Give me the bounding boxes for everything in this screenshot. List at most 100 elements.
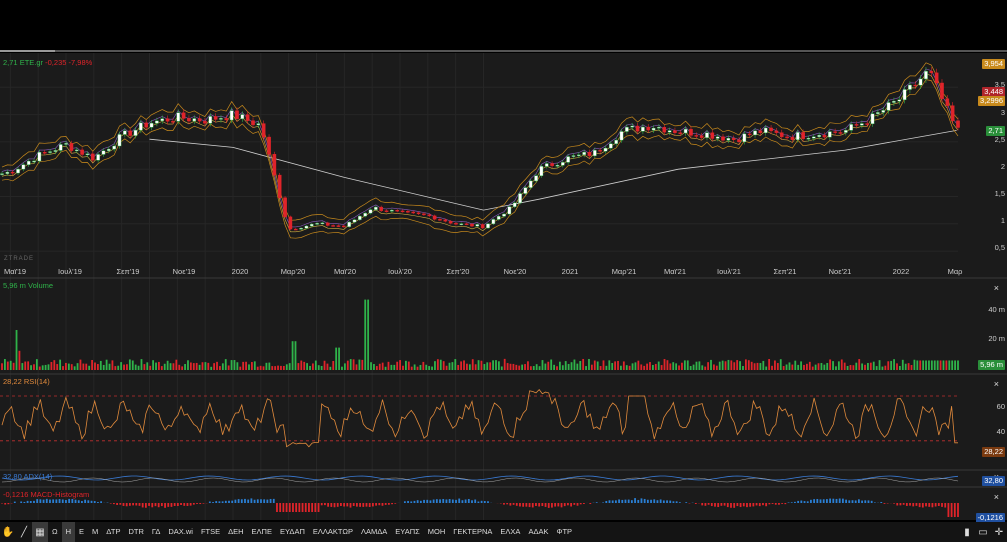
- volume-bar: [184, 364, 186, 370]
- macd-histogram-bar: [196, 503, 198, 504]
- volume-bar: [361, 359, 364, 370]
- volume-bar: [744, 359, 747, 370]
- x-tick-label: Νοε'20: [503, 267, 527, 276]
- macd-histogram-bar: [260, 499, 262, 503]
- toolbar-item[interactable]: ΕΛΠΕ: [251, 527, 272, 536]
- volume-bar: [428, 366, 431, 370]
- volume-bar: [611, 363, 614, 370]
- volume-bar: [483, 364, 486, 370]
- volume-bar: [88, 365, 91, 370]
- macd-histogram-bar: [726, 503, 729, 508]
- x-tick-label: Ιουλ'21: [717, 267, 741, 276]
- toolbar-item[interactable]: ΕΥΔΑΠ: [279, 527, 305, 536]
- toolbar-item[interactable]: ΛΑΜΔΑ: [360, 527, 388, 536]
- macd-histogram-bar: [752, 503, 755, 507]
- toolbar-item[interactable]: Ω: [52, 527, 58, 536]
- candle: [753, 130, 757, 136]
- bollinger-lower-band: [1, 79, 959, 239]
- volume-bar: [160, 366, 163, 370]
- volume-bar: [410, 366, 413, 370]
- toolbar-item[interactable]: ΕΥΑΠΣ: [395, 527, 420, 536]
- volume-bar: [460, 361, 463, 370]
- toolbar-item[interactable]: ΕΛΛΑΚΤΩΡ: [312, 527, 353, 536]
- toolbar-item[interactable]: ΜΟΗ: [427, 527, 446, 536]
- macd-histogram-bar: [387, 503, 390, 505]
- toolbar-item[interactable]: FTSE: [200, 527, 221, 536]
- toolbar-item[interactable]: M: [92, 527, 99, 536]
- volume-bar: [306, 363, 309, 370]
- toolbar-item[interactable]: H: [61, 522, 76, 542]
- candle: [635, 125, 640, 132]
- macd-histogram-bar: [234, 499, 237, 503]
- macd-histogram-bar: [662, 500, 665, 503]
- candle: [870, 113, 875, 125]
- volume-bar: [590, 364, 593, 370]
- pen-icon[interactable]: ╱: [20, 526, 28, 538]
- macd-histogram-bar: [934, 503, 937, 507]
- volume-bar: [99, 360, 102, 370]
- bar-chart-icon[interactable]: ▮: [964, 526, 970, 538]
- toolbar-item[interactable]: DTR: [128, 527, 144, 536]
- macd-histogram-bar: [893, 503, 895, 504]
- candle: [411, 211, 416, 214]
- macd-histogram-bar: [838, 498, 841, 503]
- candle: [251, 120, 255, 126]
- rsi-close-icon[interactable]: ×: [993, 379, 999, 389]
- toolbar-item[interactable]: DAX.wi: [168, 527, 193, 536]
- hand-icon[interactable]: ✋: [1, 526, 15, 538]
- candle: [395, 210, 400, 212]
- toolbar-item[interactable]: ΓΕΚΤΕΡΝΑ: [453, 527, 493, 536]
- candle: [790, 136, 795, 140]
- toolbar-item[interactable]: ΕΛΧΑ: [500, 527, 521, 536]
- toolbar-item[interactable]: ΑΔΑΚ: [528, 527, 549, 536]
- volume-bar: [835, 366, 837, 370]
- macd-histogram-bar: [787, 502, 790, 503]
- candle: [646, 126, 651, 131]
- candle: [416, 212, 421, 214]
- layout-icon[interactable]: ▭: [978, 526, 988, 538]
- volume-close-icon[interactable]: ×: [993, 283, 999, 293]
- macd-histogram-bar: [512, 503, 515, 505]
- crosshair-icon[interactable]: ✛: [994, 526, 1004, 538]
- volume-bar: [759, 363, 762, 370]
- candle: [774, 130, 779, 133]
- toolbar-item[interactable]: ΔΕΗ: [228, 527, 244, 536]
- rsi-line: [1, 388, 958, 448]
- candle: [21, 164, 26, 170]
- toolbar-item[interactable]: E: [79, 527, 85, 536]
- volume-bar: [155, 362, 157, 370]
- x-tick-label: Μαϊ'19: [3, 267, 27, 276]
- macd-histogram-bar: [109, 503, 112, 504]
- volume-bar: [570, 362, 573, 370]
- macd-histogram-bar: [13, 501, 16, 503]
- volume-bar: [166, 360, 169, 370]
- candle: [432, 215, 437, 220]
- volume-bar: [285, 364, 288, 370]
- macd-histogram-bar: [797, 500, 800, 503]
- toolbar-item[interactable]: ΓΔ: [151, 527, 161, 536]
- candle: [956, 120, 960, 128]
- legend-price: 2,71: [3, 58, 18, 67]
- volume-bar: [579, 360, 582, 370]
- price-tick: 2,5: [994, 135, 1005, 144]
- x-tick-label: Ιουλ'20: [388, 267, 412, 276]
- chart-canvas[interactable]: [0, 0, 1007, 522]
- macd-histogram-bar: [301, 503, 304, 512]
- volume-bar: [608, 360, 611, 370]
- candle: [742, 133, 747, 143]
- candle: [245, 114, 250, 121]
- macd-histogram-bar: [381, 503, 384, 506]
- macd-histogram-bar: [912, 503, 915, 507]
- macd-histogram-bar: [199, 503, 202, 505]
- candle: [651, 127, 656, 131]
- macd-close-icon[interactable]: ×: [993, 492, 999, 502]
- macd-histogram-bar: [637, 499, 640, 503]
- grid-icon[interactable]: ▦: [32, 522, 48, 542]
- macd-histogram-bar: [410, 501, 413, 503]
- macd-histogram-bar: [282, 503, 285, 512]
- volume-bar: [317, 365, 320, 370]
- toolbar-item[interactable]: ΦΤΡ: [556, 527, 573, 536]
- toolbar-item[interactable]: ΔΤΡ: [106, 527, 121, 536]
- volume-bar: [898, 365, 901, 370]
- volume-bar: [108, 363, 111, 370]
